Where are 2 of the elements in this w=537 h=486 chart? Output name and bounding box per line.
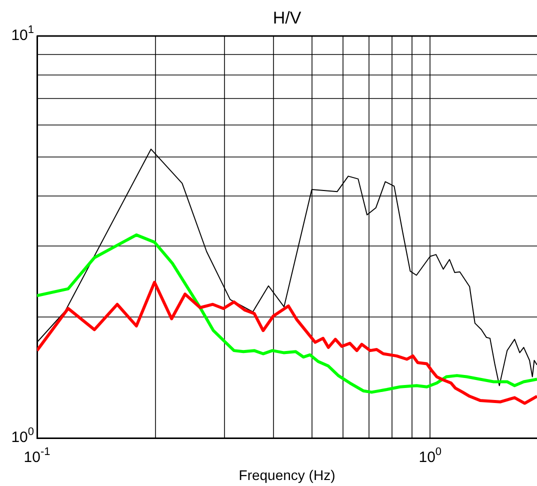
chart-title: H/V	[272, 8, 302, 28]
x-axis-title: Frequency (Hz)	[238, 466, 336, 483]
